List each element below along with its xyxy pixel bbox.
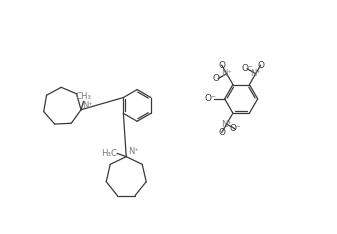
- Text: N⁺: N⁺: [221, 120, 232, 128]
- Text: O: O: [218, 128, 225, 137]
- Text: O: O: [257, 61, 264, 69]
- Text: O⁻: O⁻: [229, 124, 241, 133]
- Text: H₃C: H₃C: [101, 149, 117, 158]
- Text: N⁺: N⁺: [82, 101, 93, 110]
- Text: CH₃: CH₃: [75, 92, 92, 101]
- Text: N⁺: N⁺: [250, 69, 261, 78]
- Text: O⁻: O⁻: [212, 74, 224, 83]
- Text: N⁺: N⁺: [128, 147, 139, 156]
- Text: N⁺: N⁺: [221, 69, 232, 78]
- Text: O: O: [218, 61, 225, 69]
- Text: O⁻: O⁻: [204, 94, 216, 103]
- Text: O⁻: O⁻: [241, 64, 253, 73]
